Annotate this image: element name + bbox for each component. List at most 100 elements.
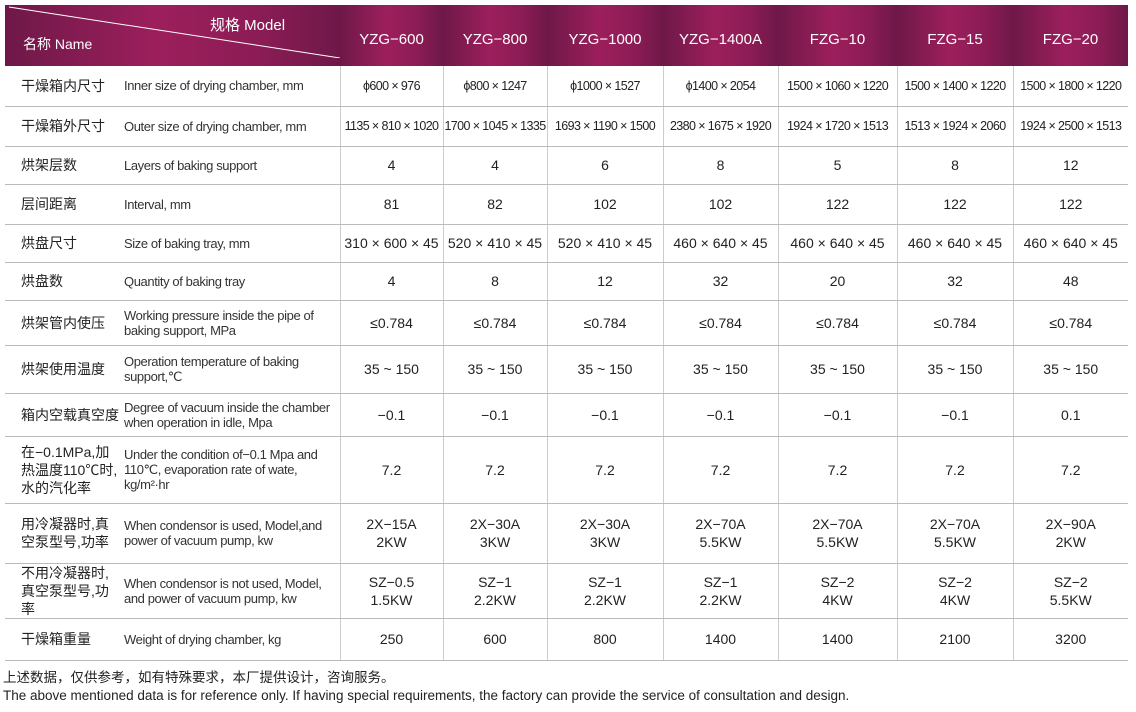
row-label-en: Working pressure inside the pipe of baki… [120, 300, 340, 346]
value-line: SZ−0.5 [368, 573, 415, 590]
value-line: SZ−2 [938, 573, 972, 590]
value-cell: 5 [777, 146, 897, 185]
diagonal [8, 6, 340, 58]
value-line: SZ−2 [820, 573, 855, 590]
value-line: 2X−70A [812, 516, 863, 532]
value-cell: 600 [442, 618, 547, 661]
value-cell: 460 × 640 × 45 [777, 224, 897, 263]
value-cell: −0.1 [442, 393, 547, 437]
value-line: 2X−90A [1045, 516, 1096, 532]
value-cell: 122 [777, 184, 897, 225]
row-label-cn: 烘架管内使压 [5, 300, 120, 346]
value-cell: 4 [339, 146, 443, 185]
value-cell: SZ−1 2.2KW [546, 563, 663, 619]
value-line: SZ−1 [478, 573, 512, 590]
header-corner: 规格 Model 名称 Name [5, 5, 340, 66]
row-label-en: When condensor is used, Model,and power … [120, 503, 340, 564]
value-cell: 8 [662, 146, 778, 185]
value-cell: −0.1 [896, 393, 1013, 437]
value-cell: 2X−90A 2KW [1012, 503, 1128, 564]
value-cell: 1400 [662, 618, 778, 661]
row-label-cn: 干燥箱内尺寸 [5, 66, 120, 107]
value-line: 2.2KW [699, 591, 742, 608]
value-cell: 35 ~ 150 [546, 345, 663, 394]
model-header: FZG−10 [778, 5, 897, 66]
name-label: 名称 Name [23, 36, 93, 52]
value-cell: ≤0.784 [442, 300, 547, 346]
value-cell: ≤0.784 [546, 300, 663, 346]
table-row: 用冷凝器时,真空泵型号,功率 When condensor is used, Mo… [5, 503, 1128, 564]
row-label-cn: 层间距离 [5, 184, 120, 225]
value-cell: 7.2 [339, 436, 443, 504]
value-cell: −0.1 [339, 393, 443, 437]
value-cell: 35 ~ 150 [662, 345, 778, 394]
value-line: 3KW [479, 534, 511, 550]
table-row: 在−0.1MPa,加热温度110℃时,水的汽化率 Under the condit… [5, 436, 1128, 504]
model-header: YZG−600 [340, 5, 443, 66]
table-row: 烘架管内使压 Working pressure inside the pipe o… [5, 300, 1128, 346]
model-header: YZG−800 [443, 5, 547, 66]
note-en: The above mentioned data is for referenc… [3, 688, 850, 703]
value-cell: ϕ800 × 1247 [442, 66, 547, 107]
row-label-en: Interval, mm [120, 184, 340, 225]
value-cell: 520 × 410 × 45 [546, 224, 663, 263]
value-cell: SZ−2 4KW [777, 563, 897, 619]
value-cell: 2X−70A 5.5KW [896, 503, 1013, 564]
value-cell: 35 ~ 150 [777, 345, 897, 394]
row-label-cn: 烘盘尺寸 [5, 224, 120, 263]
row-label-en: Operation temperature of baking support,… [120, 345, 340, 394]
value-cell: 7.2 [662, 436, 778, 504]
value-cell: 48 [1012, 262, 1128, 301]
row-label-cn: 箱内空载真空度 [5, 393, 120, 437]
value-cell: ≤0.784 [1012, 300, 1128, 346]
value-line: SZ−1 [703, 573, 738, 590]
table-row: 干燥箱重量 Weight of drying chamber, kg 250 600 8… [5, 618, 1128, 661]
row-label-en: Size of baking tray, mm [120, 224, 340, 263]
table-row: 箱内空载真空度 Degree of vacuum inside the chamb… [5, 393, 1128, 437]
spec-table: 规格 Model 名称 Name YZG−600 YZG−800 YZG−1000 Y… [5, 5, 1128, 661]
value-line: 2X−15A [366, 516, 417, 532]
value-cell: 0.1 [1012, 393, 1128, 437]
value-cell: 82 [442, 184, 547, 225]
value-line: 4KW [939, 591, 971, 608]
model-header: YZG−1000 [547, 5, 663, 66]
value-cell: 35 ~ 150 [442, 345, 547, 394]
value-cell: 3200 [1012, 618, 1128, 661]
value-line: 2.2KW [473, 591, 516, 608]
value-cell: ϕ1400 × 2054 [662, 66, 778, 107]
row-label-en: Weight of drying chamber, kg [120, 618, 340, 661]
value-cell: 4 [442, 146, 547, 185]
model-header: FZG−15 [897, 5, 1013, 66]
value-line: 2X−70A [695, 516, 746, 532]
value-cell: 1500 × 1400 × 1220 [896, 66, 1013, 107]
value-line: 5.5KW [1049, 591, 1092, 608]
value-cell: SZ−1 2.2KW [442, 563, 547, 619]
value-cell: 35 ~ 150 [1012, 345, 1128, 394]
value-cell: 1513 × 1924 × 2060 [896, 106, 1013, 147]
value-cell: 460 × 640 × 45 [896, 224, 1013, 263]
row-label-en: Degree of vacuum inside the chamber when… [120, 393, 340, 437]
value-cell: 35 ~ 150 [339, 345, 443, 394]
row-label-en: Under the condition of−0.1 Mpa and 110℃,… [120, 436, 340, 504]
row-label-cn: 烘盘数 [5, 262, 120, 301]
value-line: 2KW [1055, 534, 1086, 550]
table-row: 层间距离 Interval, mm 81 82 102 102 122 122 122 [5, 184, 1128, 225]
value-cell: 12 [1012, 146, 1128, 185]
value-cell: 2X−70A 5.5KW [662, 503, 778, 564]
value-cell: 7.2 [1012, 436, 1128, 504]
note-cn: 上述数据，仅供参考，如有特殊要求，本厂提供设计，咨询服务。 [3, 670, 395, 685]
table-row: 烘架层数 Layers of baking support 4 4 6 8 5 8 12 [5, 146, 1128, 185]
row-label-cn: 烘架层数 [5, 146, 120, 185]
table-row: 干燥箱外尺寸 Outer size of drying chamber, mm 11… [5, 106, 1128, 147]
row-label-en: When condensor is not used, Model, and p… [120, 563, 340, 619]
value-cell: 250 [339, 618, 443, 661]
value-cell: ≤0.784 [777, 300, 897, 346]
table-row: 烘盘数 Quantity of baking tray 4 8 12 32 20 32 48 [5, 262, 1128, 301]
spec-label: 规格 Model [210, 17, 286, 34]
value-cell: 310 × 600 × 45 [339, 224, 443, 263]
value-cell: SZ−2 4KW [896, 563, 1013, 619]
value-cell: 460 × 640 × 45 [662, 224, 778, 263]
value-line: 1.5KW [370, 591, 413, 608]
row-label-cn: 用冷凝器时,真空泵型号,功率 [5, 503, 120, 564]
